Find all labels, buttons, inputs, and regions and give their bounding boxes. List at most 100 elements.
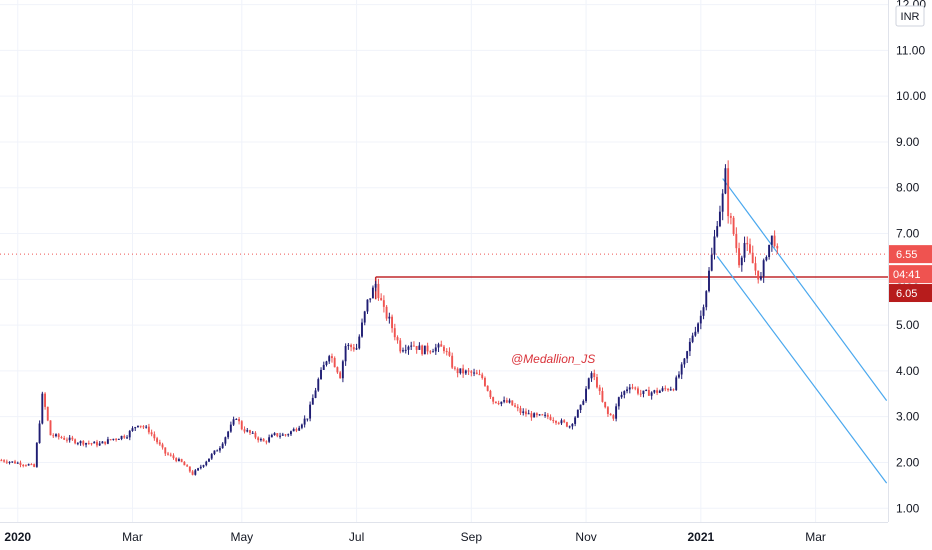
candle-body-170	[464, 370, 467, 374]
candle-body-31	[85, 442, 87, 445]
candle-body-168	[459, 368, 462, 374]
candle-body-33	[90, 443, 93, 445]
candle-body-147	[402, 350, 404, 352]
candle-body-116	[317, 379, 320, 391]
candle-body-214	[585, 388, 587, 402]
currency-label: INR	[901, 11, 920, 23]
y-tick-label-9: 10.00	[896, 89, 926, 103]
candle-body-20	[55, 434, 57, 437]
x-tick-label-3: Jul	[349, 530, 364, 544]
candle-body-247	[675, 377, 678, 391]
candle-body-27	[74, 439, 77, 444]
candle-body-171	[467, 370, 470, 372]
candle-body-69	[188, 466, 191, 472]
candle-body-281	[768, 244, 771, 258]
candle-body-193	[527, 413, 530, 415]
candle-body-2	[5, 461, 8, 463]
candle-body-63	[172, 455, 175, 459]
candle-body-250	[683, 358, 686, 365]
candle-body-205	[560, 420, 563, 424]
candle-body-95	[259, 439, 262, 441]
candle-body-148	[404, 349, 407, 351]
currency-badge[interactable]: INR	[895, 5, 925, 27]
candle-body-188	[514, 405, 516, 407]
candle-body-151	[412, 345, 415, 347]
candle-body-91	[249, 430, 251, 433]
candle-body-49	[134, 427, 137, 429]
candle-body-244	[667, 388, 669, 391]
candle-body-190	[519, 408, 522, 413]
candle-body-94	[257, 437, 260, 441]
candle-body-11	[30, 464, 33, 466]
candle-body-176	[481, 374, 484, 378]
y-tick-label-2: 3.00	[896, 410, 920, 424]
candle-body-42	[115, 438, 118, 440]
candle-body-219	[598, 387, 601, 392]
candle-body-278	[759, 276, 762, 280]
candle-body-149	[407, 346, 410, 350]
candle-body-154	[421, 345, 424, 355]
candle-body-35	[95, 441, 98, 446]
candle-body-132	[361, 322, 363, 337]
candle-body-228	[623, 391, 626, 395]
countdown-tag-label: 04:41	[893, 269, 921, 281]
candle-body-51	[139, 425, 142, 427]
last-price-tag-label: 6.55	[896, 249, 917, 261]
candle-body-90	[246, 430, 249, 432]
candle-body-230	[628, 387, 631, 390]
candle-body-202	[552, 420, 555, 422]
y-tick-label-3: 4.00	[896, 364, 920, 378]
candle-body-180	[492, 397, 495, 402]
price-tags: 6.55 04:41 6.05	[889, 245, 932, 303]
candle-body-279	[762, 260, 765, 277]
candle-body-44	[120, 435, 123, 439]
candle-body-173	[473, 372, 475, 374]
candle-body-53	[145, 426, 148, 428]
candle-body-235	[642, 390, 645, 394]
candle-body-96	[262, 439, 265, 442]
candle-body-55	[150, 432, 153, 435]
candle-body-106	[289, 431, 292, 435]
candle-body-108	[295, 429, 298, 431]
candle-body-15	[41, 393, 44, 424]
candle-body-145	[396, 337, 399, 341]
candle-body-183	[500, 401, 503, 404]
candle-body-114	[311, 397, 314, 405]
candle-body-251	[686, 351, 689, 359]
candle-body-269	[735, 234, 738, 249]
candle-body-123	[336, 367, 339, 373]
candle-body-143	[391, 316, 393, 329]
candle-body-196	[535, 413, 538, 416]
y-tick-label-4: 5.00	[896, 318, 920, 332]
candle-body-98	[268, 437, 271, 442]
candle-body-71	[194, 470, 197, 475]
candle-body-164	[448, 351, 451, 356]
candle-body-217	[593, 373, 596, 378]
candle-body-50	[136, 425, 139, 428]
candle-body-169	[462, 368, 465, 374]
candle-body-93	[254, 432, 257, 438]
candle-body-189	[516, 406, 519, 409]
candle-body-225	[615, 406, 618, 419]
candle-body-268	[732, 217, 735, 235]
candle-body-260	[710, 254, 713, 271]
candle-body-200	[546, 414, 549, 417]
candle-body-211	[576, 409, 579, 418]
candle-body-227	[620, 394, 623, 398]
candle-body-184	[503, 400, 506, 402]
x-tick-label-1: Mar	[122, 530, 143, 544]
candle-body-57	[156, 438, 159, 443]
candle-body-245	[669, 389, 672, 391]
candle-body-207	[565, 422, 568, 427]
candle-body-104	[284, 434, 287, 436]
candle-body-29	[79, 441, 82, 444]
candle-body-70	[191, 471, 194, 475]
candle-body-62	[169, 454, 172, 456]
candle-body-24	[65, 439, 68, 441]
candle-body-209	[571, 423, 574, 427]
candle-body-271	[740, 257, 743, 266]
candle-body-139	[380, 298, 383, 301]
candle-body-255	[697, 323, 700, 332]
candle-body-221	[604, 401, 607, 408]
candle-body-124	[339, 372, 342, 379]
